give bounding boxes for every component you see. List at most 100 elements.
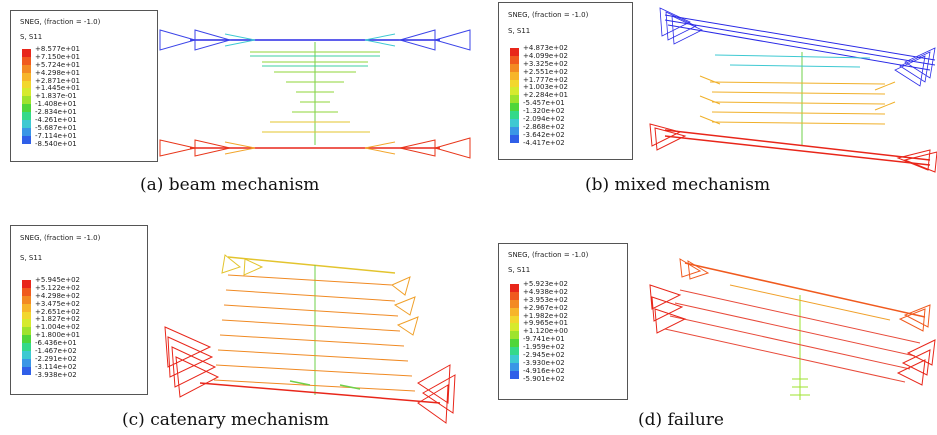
legend-a-value: -1.408e+01 — [35, 100, 77, 109]
plot-a — [159, 29, 471, 159]
legend-d-swatch — [510, 307, 519, 316]
plot-a-bottom-member — [159, 137, 471, 159]
legend-b-swatch — [510, 48, 519, 56]
legend-b-value: -1.320e+02 — [523, 107, 565, 116]
legend-a-value: +7.150e+01 — [35, 52, 80, 61]
legend-a-value: -2.834e+01 — [35, 108, 77, 117]
legend-b: SNEG, (fraction = -1.0) S, S11 +4.873e+0… — [498, 2, 633, 160]
legend-b-title: SNEG, (fraction = -1.0) — [508, 11, 589, 19]
legend-d-value: -5.901e+02 — [523, 374, 565, 383]
legend-b-swatch — [510, 63, 519, 72]
legend-c-swatch — [22, 335, 31, 344]
legend-b-value: -2.094e+02 — [523, 115, 565, 124]
legend-c-value: -3.114e+02 — [35, 362, 77, 371]
legend-d-swatch — [510, 355, 519, 363]
caption-a: (a) beam mechanism — [140, 175, 320, 195]
legend-a-swatch — [22, 88, 31, 97]
legend-d-value: -4.916e+02 — [523, 366, 565, 375]
legend-a-swatch — [22, 80, 31, 89]
plot-c-web-stress — [213, 265, 419, 395]
panel-d: SNEG, (fraction = -1.0) S, S11 +5.923e+0… — [490, 215, 937, 435]
legend-c-swatch — [22, 287, 31, 296]
plot-c-bottom-member — [164, 326, 456, 424]
legend-a-title: SNEG, (fraction = -1.0) — [20, 18, 101, 26]
legend-c-colorbar — [22, 280, 31, 375]
plot-b-top-member — [659, 7, 936, 87]
legend-d-swatch — [510, 362, 519, 371]
legend-a-swatch — [22, 56, 31, 65]
legend-d-title: SNEG, (fraction = -1.0) — [508, 251, 589, 259]
legend-b-value: +4.873e+02 — [523, 44, 568, 52]
legend-a-value: -4.261e+01 — [35, 116, 77, 125]
legend-d-value: -9.741e+01 — [523, 335, 565, 344]
legend-d-value: -3.930e+02 — [523, 358, 565, 367]
plot-a-top-member — [159, 29, 471, 51]
legend-a-value: +1.837e-01 — [35, 92, 77, 101]
legend-b-swatch — [510, 79, 519, 88]
legend-c-value: -6.436e+01 — [35, 339, 77, 348]
legend-b-value: +2.284e+01 — [523, 91, 568, 100]
legend-d-value: +5.923e+02 — [523, 280, 568, 288]
legend-c-swatch — [22, 366, 31, 375]
plot-b-bottom-member — [649, 123, 937, 173]
legend-a-value: +2.871e+01 — [35, 76, 80, 85]
legend-b-swatch — [510, 103, 519, 112]
legend-c-swatch — [22, 295, 31, 304]
legend-b-swatch — [510, 95, 519, 104]
panel-c: SNEG, (fraction = -1.0) S, S11 +5.945e+0… — [0, 215, 470, 435]
legend-c-swatch — [22, 358, 31, 367]
legend-d-value: +2.967e+02 — [523, 303, 568, 312]
legend-d-swatch — [510, 291, 519, 300]
legend-c-swatch — [22, 280, 31, 288]
panel-b: SNEG, (fraction = -1.0) S, S11 +4.873e+0… — [490, 0, 937, 210]
legend-b-swatch — [510, 87, 519, 96]
plot-d-web-stress — [664, 284, 921, 400]
legend-a-swatch — [22, 120, 31, 128]
legend-a-swatch — [22, 127, 31, 136]
legend-a-value: -8.540e+01 — [35, 139, 77, 148]
legend-a-variable: S, S11 — [20, 33, 43, 41]
legend-c-value: +1.004e+02 — [35, 323, 80, 332]
legend-b-value: +1.003e+02 — [523, 83, 568, 92]
legend-c-value: +3.475e+02 — [35, 299, 80, 308]
legend-a-value: -5.687e+01 — [35, 123, 77, 132]
legend-b-values: +4.873e+02 +4.099e+02 +3.325e+02 +2.551e+02… — [523, 44, 568, 148]
plot-d-bottom-member — [649, 284, 936, 386]
legend-c-value: -2.291e+02 — [35, 354, 77, 363]
caption-d: (d) failure — [638, 410, 724, 430]
legend-b-swatch — [510, 126, 519, 135]
legend-c-swatch — [22, 311, 31, 320]
legend-d-swatch — [510, 347, 519, 356]
legend-c-swatch — [22, 319, 31, 328]
legend-c-swatch — [22, 303, 31, 312]
legend-b-value: +1.777e+02 — [523, 75, 568, 84]
legend-b-swatch — [510, 134, 519, 143]
legend-a-swatch — [22, 49, 31, 57]
legend-a-values: +8.577e+01 +7.150e+01 +5.724e+01 +4.298e+01… — [35, 45, 80, 149]
legend-c-value: +1.827e+02 — [35, 315, 80, 324]
legend-d-value: +1.982e+02 — [523, 311, 568, 320]
legend-b-value: -5.457e+01 — [523, 99, 565, 108]
legend-d-value: -1.959e+02 — [523, 343, 565, 352]
plot-a-web-stress — [250, 42, 380, 145]
plot-c — [164, 254, 456, 424]
legend-c-swatch — [22, 327, 31, 336]
legend-a-value: +5.724e+01 — [35, 60, 80, 69]
legend-b-swatch — [510, 119, 519, 127]
legend-a-value: -7.114e+01 — [35, 131, 77, 140]
plot-b — [649, 7, 937, 173]
caption-b: (b) mixed mechanism — [585, 175, 771, 195]
legend-c-values: +5.945e+02 +5.122e+02 +4.298e+02 +3.475e+02… — [35, 276, 80, 380]
legend-d-swatch — [510, 315, 519, 324]
legend-c-value: -1.467e+02 — [35, 347, 77, 356]
legend-b-colorbar — [510, 48, 519, 143]
panel-a: SNEG, (fraction = -1.0) S, S11 +8.577e+0… — [0, 0, 471, 210]
legend-d-swatch — [510, 284, 519, 292]
legend-a-swatch — [22, 72, 31, 81]
legend-d-swatch — [510, 370, 519, 379]
legend-d-swatch — [510, 339, 519, 348]
legend-b-swatch — [510, 111, 519, 120]
legend-a-value: +1.445e+01 — [35, 84, 80, 93]
legend-b-value: +2.551e+02 — [523, 67, 568, 76]
legend-a-value: +8.577e+01 — [35, 45, 80, 53]
